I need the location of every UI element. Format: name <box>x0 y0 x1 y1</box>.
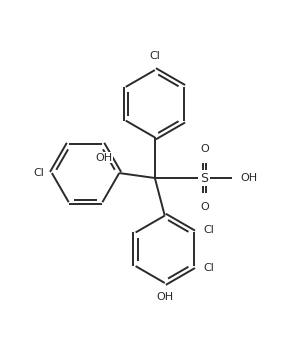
Text: Cl: Cl <box>204 226 215 236</box>
Text: O: O <box>200 144 209 154</box>
Text: Cl: Cl <box>149 51 160 61</box>
Text: OH: OH <box>240 173 257 183</box>
Text: S: S <box>200 171 209 185</box>
Text: OH: OH <box>96 153 113 163</box>
Text: OH: OH <box>156 292 173 302</box>
Text: Cl: Cl <box>204 263 215 273</box>
Text: O: O <box>200 202 209 212</box>
Text: Cl: Cl <box>33 168 44 178</box>
